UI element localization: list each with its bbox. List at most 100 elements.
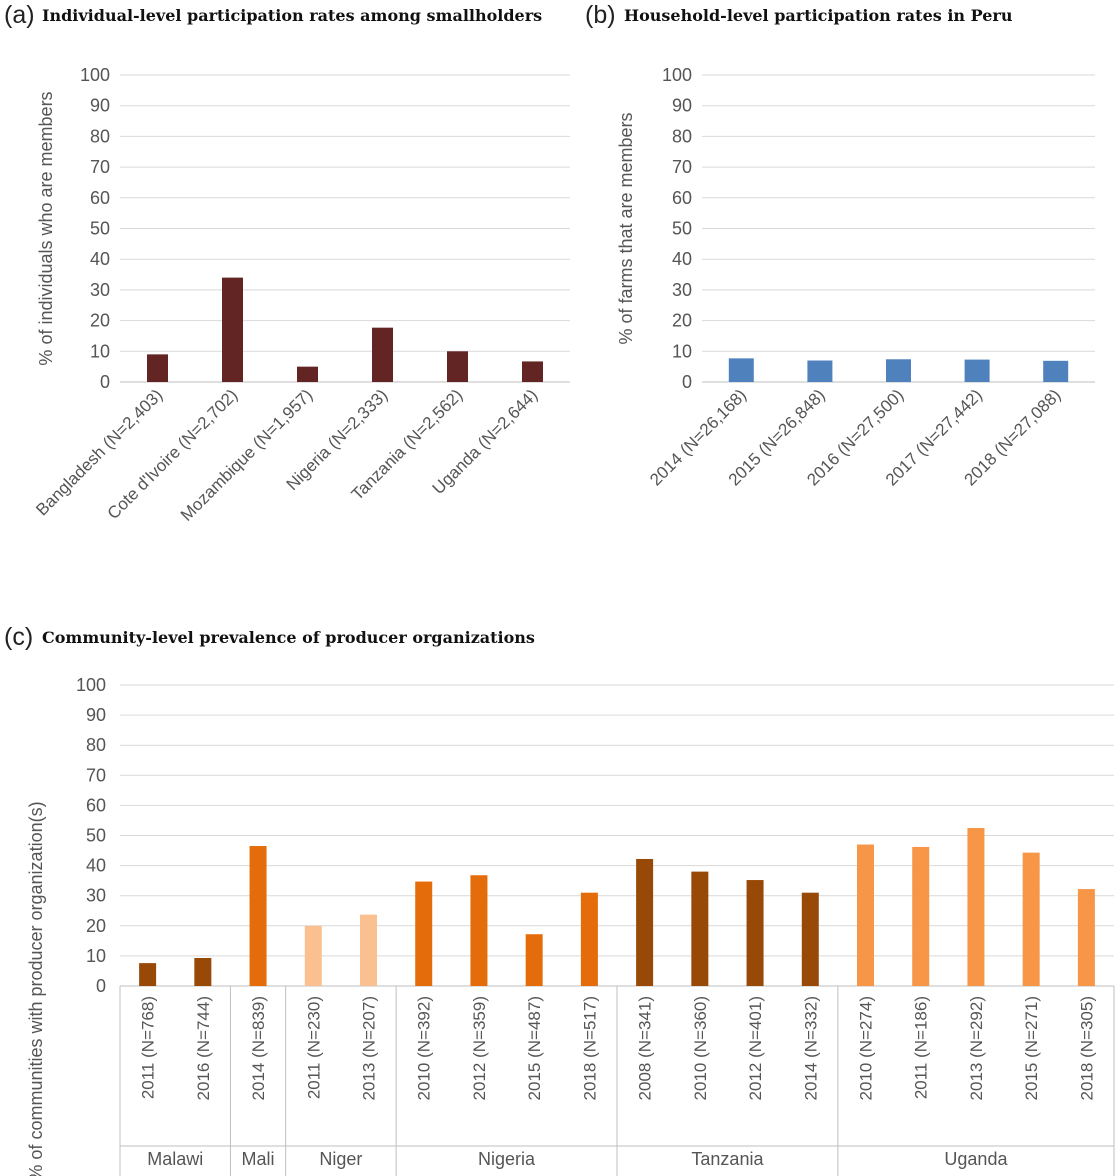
- bar: [304, 925, 322, 986]
- bar: [447, 351, 468, 382]
- group-label: Mali: [242, 1149, 275, 1169]
- y-tick-label: 70: [86, 765, 106, 785]
- x-tick-label: 2010 (N=392): [415, 996, 434, 1100]
- bar: [728, 358, 754, 382]
- y-tick-label: 80: [90, 126, 110, 146]
- bar: [912, 846, 930, 986]
- x-tick-label: 2018 (N=305): [1077, 996, 1096, 1100]
- x-tick-label: Cote d'Ivoire (N=2,702): [104, 385, 242, 523]
- y-tick-label: 70: [90, 157, 110, 177]
- bar: [139, 963, 157, 986]
- bar: [636, 858, 654, 986]
- x-tick-label: 2011 (N=186): [912, 996, 931, 1099]
- bar: [964, 359, 990, 382]
- y-tick-label: 40: [672, 249, 692, 269]
- y-tick-label: 10: [90, 341, 110, 361]
- y-tick-label: 0: [96, 976, 106, 996]
- panel-b-letter: (b): [585, 1, 616, 29]
- y-tick-label: 40: [86, 856, 106, 876]
- bar: [415, 881, 433, 986]
- panel-c-header: (c) Community-level prevalence of produc…: [4, 623, 535, 651]
- y-tick-label: 40: [90, 249, 110, 269]
- y-tick-label: 90: [672, 96, 692, 116]
- y-tick-label: 20: [90, 311, 110, 331]
- x-tick-label: 2010 (N=274): [857, 996, 876, 1100]
- y-tick-label: 80: [86, 735, 106, 755]
- y-tick-label: 50: [86, 826, 106, 846]
- bar: [967, 827, 985, 986]
- panel-c-letter: (c): [4, 623, 33, 651]
- bar: [807, 360, 833, 382]
- bar: [297, 366, 318, 382]
- panel-b-header: (b) Household-level participation rates …: [585, 1, 1013, 29]
- y-tick-label: 80: [672, 126, 692, 146]
- x-tick-label: 2013 (N=292): [967, 996, 986, 1100]
- panel-a-title: Individual-level participation rates amo…: [42, 6, 542, 25]
- bar: [801, 892, 819, 986]
- x-tick-label: 2018 (N=517): [580, 996, 599, 1100]
- x-tick-label: 2014 (N=839): [249, 996, 268, 1100]
- bar: [1022, 852, 1040, 986]
- y-tick-label: 50: [672, 219, 692, 239]
- panel-a-chart: 0 10 20 30 40 50 60 70 80 90 100 Bangladesh (N=2,40…: [32, 65, 570, 525]
- bar: [194, 958, 212, 986]
- x-tick-label: 2011 (N=230): [304, 996, 323, 1099]
- y-axis-label: % of communities with producer organizat…: [26, 801, 46, 1176]
- bar: [886, 359, 911, 382]
- bar: [360, 914, 377, 986]
- y-axis-label: % of individuals who are members: [36, 91, 56, 365]
- bar: [522, 361, 543, 382]
- y-tick-label: 0: [682, 372, 692, 392]
- x-tick-label: Mozambique (N=1,957): [177, 385, 316, 524]
- bar: [857, 844, 874, 986]
- y-tick-label: 100: [80, 65, 110, 85]
- x-tick-label: 2013 (N=207): [360, 996, 379, 1100]
- y-tick-label: 60: [86, 795, 106, 815]
- bar: [580, 892, 598, 986]
- x-tick-label: 2010 (N=360): [691, 996, 710, 1100]
- y-tick-label: 0: [100, 372, 110, 392]
- panel-a-header: (a) Individual-level participation rates…: [4, 1, 542, 29]
- bar: [1077, 889, 1095, 986]
- y-tick-label: 30: [90, 280, 110, 300]
- y-axis-label: % of farms that are members: [616, 112, 636, 344]
- panel-c-chart: 0 10 20 30 40 50 60 70 80 90 100 2011 (N=768) 2016 (…: [26, 675, 1115, 1176]
- group-label: Niger: [319, 1149, 362, 1169]
- panel-c-title: Community-level prevalence of producer o…: [42, 628, 535, 647]
- x-tick-label: 2015 (N=487): [525, 996, 544, 1100]
- x-tick-label: Bangladesh (N=2,403): [32, 385, 166, 519]
- x-tick-label: 2016 (N=744): [194, 996, 213, 1100]
- y-tick-label: 20: [86, 916, 106, 936]
- bar: [691, 871, 709, 986]
- x-tick-label: 2011 (N=768): [139, 996, 158, 1099]
- group-label: Uganda: [944, 1149, 1008, 1169]
- x-tick-label: 2014 (N=332): [801, 996, 820, 1100]
- bar: [746, 880, 764, 986]
- group-label: Tanzania: [691, 1149, 764, 1169]
- panel-b-title: Household-level participation rates in P…: [624, 6, 1013, 25]
- y-tick-label: 30: [672, 280, 692, 300]
- bar: [147, 354, 168, 382]
- x-tick-label: 2012 (N=401): [746, 996, 765, 1100]
- group-label: Nigeria: [478, 1149, 536, 1169]
- y-tick-label: 90: [90, 96, 110, 116]
- bar: [372, 327, 393, 382]
- bar: [222, 277, 243, 382]
- y-tick-label: 20: [672, 311, 692, 331]
- bar: [525, 934, 543, 986]
- y-tick-label: 100: [76, 675, 106, 695]
- y-tick-label: 10: [86, 946, 106, 966]
- panel-a-letter: (a): [4, 1, 35, 29]
- y-tick-label: 100: [662, 65, 692, 85]
- y-tick-label: 90: [86, 705, 106, 725]
- y-tick-label: 60: [90, 188, 110, 208]
- bar: [249, 846, 267, 986]
- group-label: Malawi: [147, 1149, 203, 1169]
- y-tick-label: 60: [672, 188, 692, 208]
- bar: [1043, 360, 1069, 382]
- x-tick-label: 2012 (N=359): [470, 996, 489, 1100]
- x-tick-label: 2015 (N=271): [1022, 996, 1041, 1100]
- bar: [470, 875, 488, 986]
